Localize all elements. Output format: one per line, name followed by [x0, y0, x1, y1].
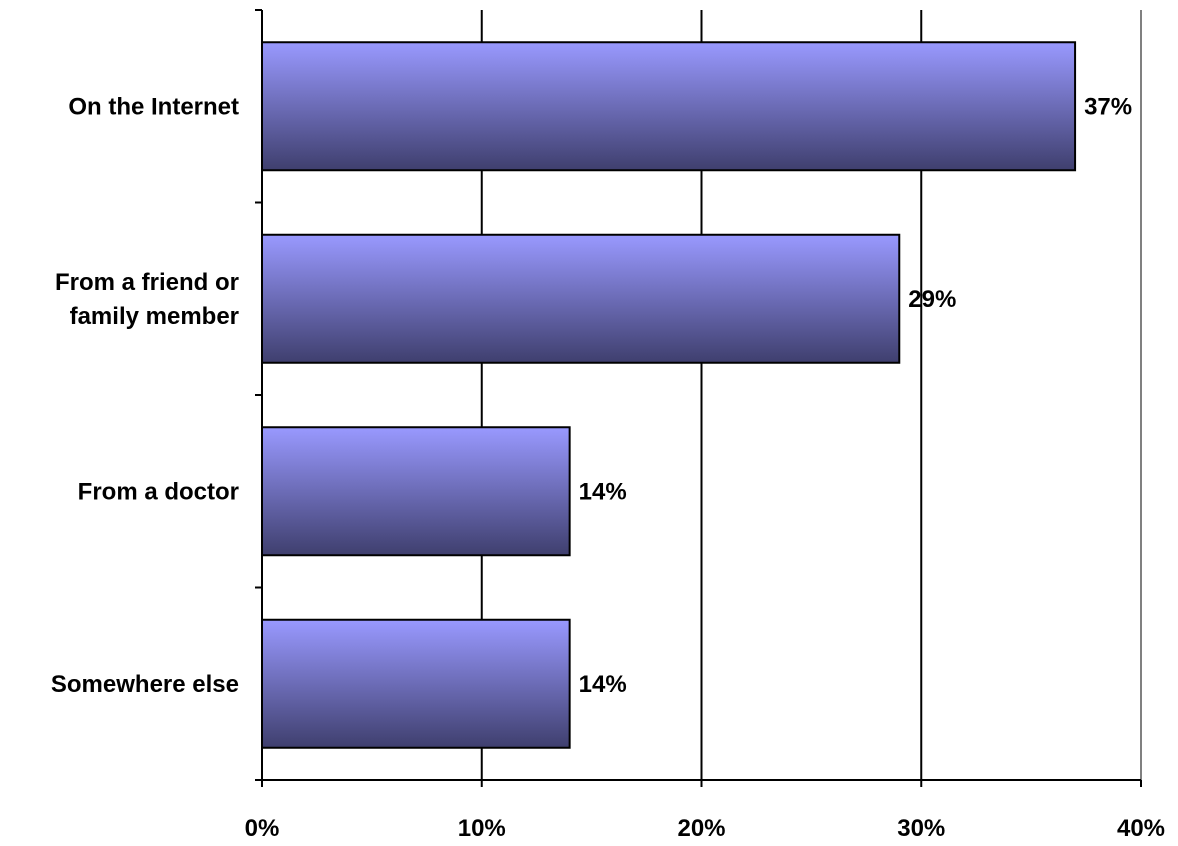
bars	[261, 41, 1077, 749]
x-tick-label: 20%	[677, 815, 725, 841]
bar	[261, 233, 901, 364]
bar	[261, 426, 571, 557]
category-label: Somewhere else	[51, 671, 239, 698]
axes	[255, 9, 1142, 787]
data-label: 14%	[579, 671, 627, 698]
x-tick-label: 40%	[1117, 815, 1165, 841]
x-tick-label: 10%	[458, 815, 506, 841]
category-label: On the Internet	[68, 93, 239, 120]
category-label: From a friend or family member	[55, 269, 239, 330]
x-tick-label: 0%	[245, 815, 280, 841]
data-label: 37%	[1084, 93, 1132, 120]
category-label: From a doctor	[78, 478, 239, 505]
data-label: 29%	[908, 286, 956, 313]
data-label: 14%	[579, 478, 627, 505]
labels: 37% On the Internet 29% From a friend or fam…	[51, 93, 1165, 842]
bar	[261, 41, 1077, 172]
bar	[261, 618, 571, 749]
x-tick-label: 30%	[897, 815, 945, 841]
